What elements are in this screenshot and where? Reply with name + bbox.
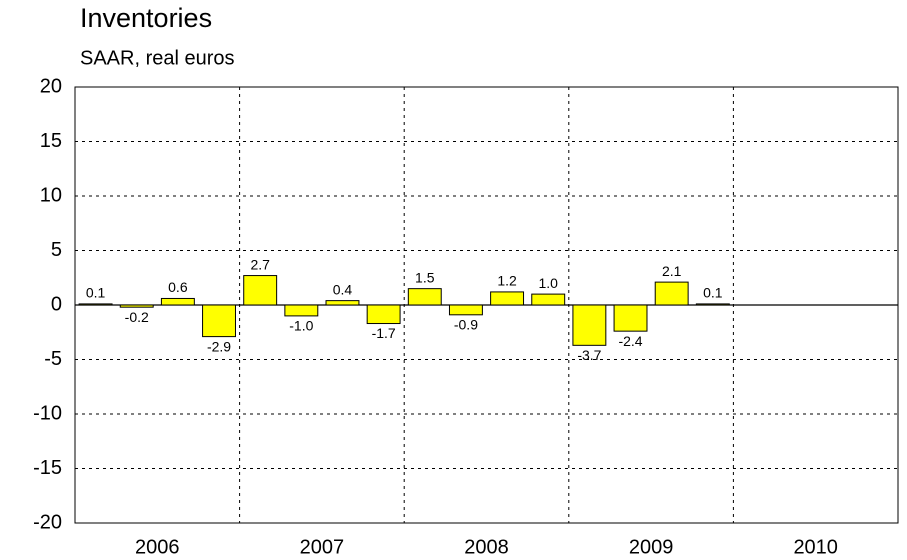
x-tick-label: 2010: [793, 536, 838, 558]
bar: [695, 303, 730, 306]
bar: [284, 304, 319, 317]
value-label: -2.9: [207, 338, 231, 354]
bar: [160, 297, 195, 306]
bar: [613, 304, 648, 332]
y-tick-label: 20: [40, 75, 62, 97]
chart-title: Inventories: [80, 3, 212, 33]
y-tick-label: 10: [40, 184, 62, 206]
chart-subtitle: SAAR, real euros: [80, 47, 235, 69]
value-label: 0.1: [703, 285, 723, 301]
value-label: 1.5: [415, 269, 435, 285]
bar: [572, 304, 607, 346]
y-tick-label: -10: [33, 402, 62, 424]
value-label: -0.9: [454, 317, 478, 333]
bar: [243, 275, 278, 306]
x-tick-label: 2006: [135, 536, 180, 558]
value-label: 1.0: [538, 275, 558, 291]
value-label: -2.4: [618, 333, 642, 349]
y-tick-label: 0: [51, 293, 62, 315]
x-tick-label: 2009: [629, 536, 674, 558]
y-tick-label: -15: [33, 457, 62, 479]
x-tick-label: 2007: [300, 536, 345, 558]
y-tick-label: -5: [44, 348, 62, 370]
value-label: -1.7: [372, 325, 396, 341]
y-tick-label: 5: [51, 239, 62, 261]
value-label: 0.4: [333, 281, 353, 297]
value-label: 1.2: [497, 273, 517, 289]
value-label: -3.7: [577, 347, 601, 363]
bar: [119, 304, 154, 308]
bar: [407, 288, 442, 306]
bar: [366, 304, 401, 325]
value-label: -0.2: [125, 309, 149, 325]
y-tick-label: 15: [40, 130, 62, 152]
x-tick-label: 2008: [464, 536, 509, 558]
bar: [654, 281, 689, 306]
bar: [78, 303, 113, 306]
bar: [448, 304, 483, 316]
value-label: 0.6: [168, 279, 188, 295]
bar: [490, 291, 525, 306]
bar: [325, 300, 360, 306]
bar: [202, 304, 236, 338]
value-label: 2.1: [662, 263, 682, 279]
bar: [531, 293, 566, 306]
value-label: 2.7: [250, 256, 270, 272]
value-label: -1.0: [289, 318, 313, 334]
y-tick-label: -20: [33, 511, 62, 533]
value-label: 0.1: [86, 285, 106, 301]
